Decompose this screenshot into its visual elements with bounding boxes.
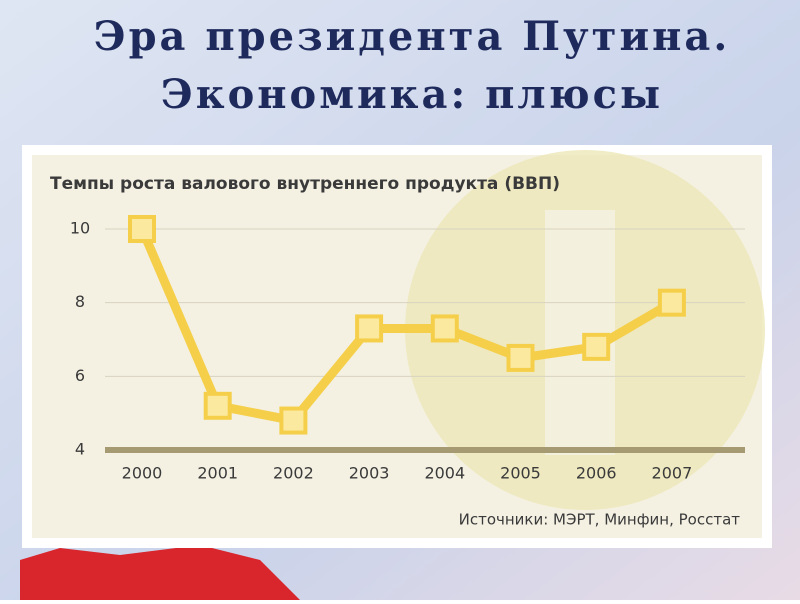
y-tick-label: 6	[75, 366, 85, 385]
data-point	[279, 406, 308, 435]
slide-title: Экономика: плюсы	[161, 71, 663, 118]
data-point	[203, 391, 232, 420]
y-tick-label: 8	[75, 292, 85, 311]
source-note: Источники: МЭРТ, Минфин, Росстат	[459, 511, 741, 529]
x-tick-label: 2006	[576, 464, 617, 483]
data-point	[506, 343, 535, 372]
data-point	[430, 314, 459, 343]
y-tick-label: 4	[75, 440, 85, 459]
x-tick-label: 2007	[652, 464, 693, 483]
x-tick-label: 2005	[500, 464, 541, 483]
x-tick-label: 2002	[273, 464, 314, 483]
x-tick-label: 2003	[349, 464, 390, 483]
x-tick-label: 2001	[197, 464, 238, 483]
x-tick-label: 2004	[424, 464, 465, 483]
data-point	[657, 288, 686, 317]
data-point	[355, 314, 384, 343]
chart-title: Темпы роста валового внутреннего продукт…	[50, 174, 560, 194]
slide-title: Эра президента Путина.	[94, 13, 731, 60]
y-tick-label: 10	[70, 219, 90, 238]
x-tick-label: 2000	[122, 464, 163, 483]
map-decoration	[20, 545, 300, 600]
data-point	[582, 332, 611, 361]
decoration	[545, 210, 615, 455]
data-point	[128, 215, 156, 243]
